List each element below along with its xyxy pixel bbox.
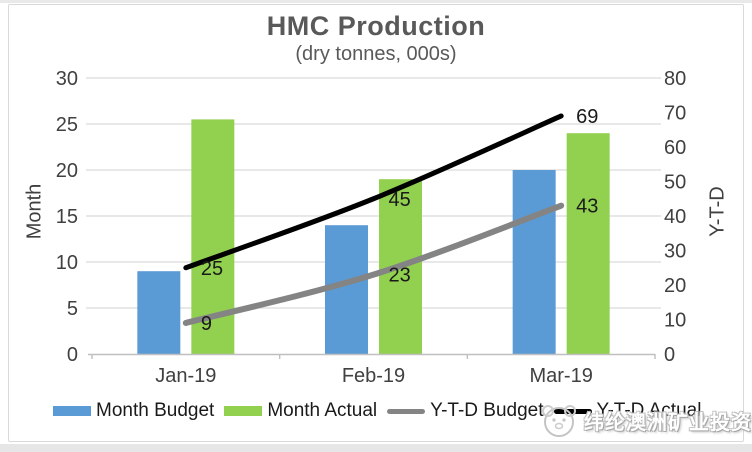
bar-month-actual-mar-19 bbox=[566, 133, 610, 354]
data-label-y-t-d-actual-mar-19: 69 bbox=[576, 106, 598, 128]
right-axis-tick-50: 50 bbox=[664, 172, 686, 194]
chart-card bbox=[8, 4, 744, 442]
bar-month-budget-jan-19 bbox=[137, 271, 181, 354]
legend-label-ytd-budget: Y-T-D Budget bbox=[430, 400, 544, 421]
right-axis-tick-10: 10 bbox=[664, 310, 686, 332]
right-axis-tick-30: 30 bbox=[664, 241, 686, 263]
data-label-y-t-d-budget-jan-19: 9 bbox=[201, 313, 212, 335]
category-label-jan-19: Jan-19 bbox=[155, 365, 216, 387]
left-axis-tick-10: 10 bbox=[56, 252, 78, 274]
right-axis-tick-20: 20 bbox=[664, 275, 686, 297]
right-axis-tick-60: 60 bbox=[664, 137, 686, 159]
ytd-actual-swatch bbox=[553, 408, 592, 414]
month-actual-swatch bbox=[224, 406, 263, 416]
data-label-y-t-d-actual-feb-19: 45 bbox=[389, 189, 411, 211]
right-axis-tick-70: 70 bbox=[664, 103, 686, 125]
category-label-mar-19: Mar-19 bbox=[529, 365, 592, 387]
legend-label-month-actual: Month Actual bbox=[267, 400, 378, 421]
ytd-budget-swatch bbox=[387, 408, 426, 414]
left-axis-tick-5: 5 bbox=[67, 298, 78, 320]
right-axis-tick-0: 0 bbox=[664, 344, 675, 366]
data-label-y-t-d-budget-mar-19: 43 bbox=[576, 196, 598, 218]
left-axis-tick-20: 20 bbox=[56, 160, 78, 182]
bar-month-budget-mar-19 bbox=[512, 170, 556, 354]
left-axis-tick-0: 0 bbox=[67, 344, 78, 366]
chart-title: HMC Production bbox=[266, 11, 486, 41]
legend-item-ytd-budget: Y-T-D Budget bbox=[387, 400, 544, 422]
left-axis-tick-25: 25 bbox=[56, 114, 78, 136]
legend-item-month-budget: Month Budget bbox=[53, 400, 214, 422]
right-axis-tick-40: 40 bbox=[664, 206, 686, 228]
chart-legend: Month Budget Month Actual Y-T-D Budget Y… bbox=[53, 399, 701, 423]
legend-label-month-budget: Month Budget bbox=[96, 400, 215, 421]
data-label-y-t-d-budget-feb-19: 23 bbox=[389, 265, 411, 287]
chart-subtitle: (dry tonnes, 000s) bbox=[295, 43, 457, 65]
left-axis-tick-15: 15 bbox=[56, 206, 78, 228]
legend-item-ytd-actual: Y-T-D Actual bbox=[553, 400, 702, 422]
category-label-feb-19: Feb-19 bbox=[342, 365, 405, 387]
line-y-t-d-budget bbox=[182, 202, 565, 326]
page-bottom-strip bbox=[0, 444, 752, 452]
data-label-y-t-d-actual-jan-19: 25 bbox=[201, 258, 223, 280]
legend-label-ytd-actual: Y-T-D Actual bbox=[596, 400, 702, 421]
line-y-t-d-actual bbox=[183, 113, 564, 271]
right-axis-tick-80: 80 bbox=[664, 68, 686, 90]
left-axis-tick-30: 30 bbox=[56, 68, 78, 90]
page-top-strip bbox=[0, 0, 752, 3]
month-budget-swatch bbox=[53, 406, 91, 416]
legend-item-month-actual: Month Actual bbox=[224, 400, 377, 422]
